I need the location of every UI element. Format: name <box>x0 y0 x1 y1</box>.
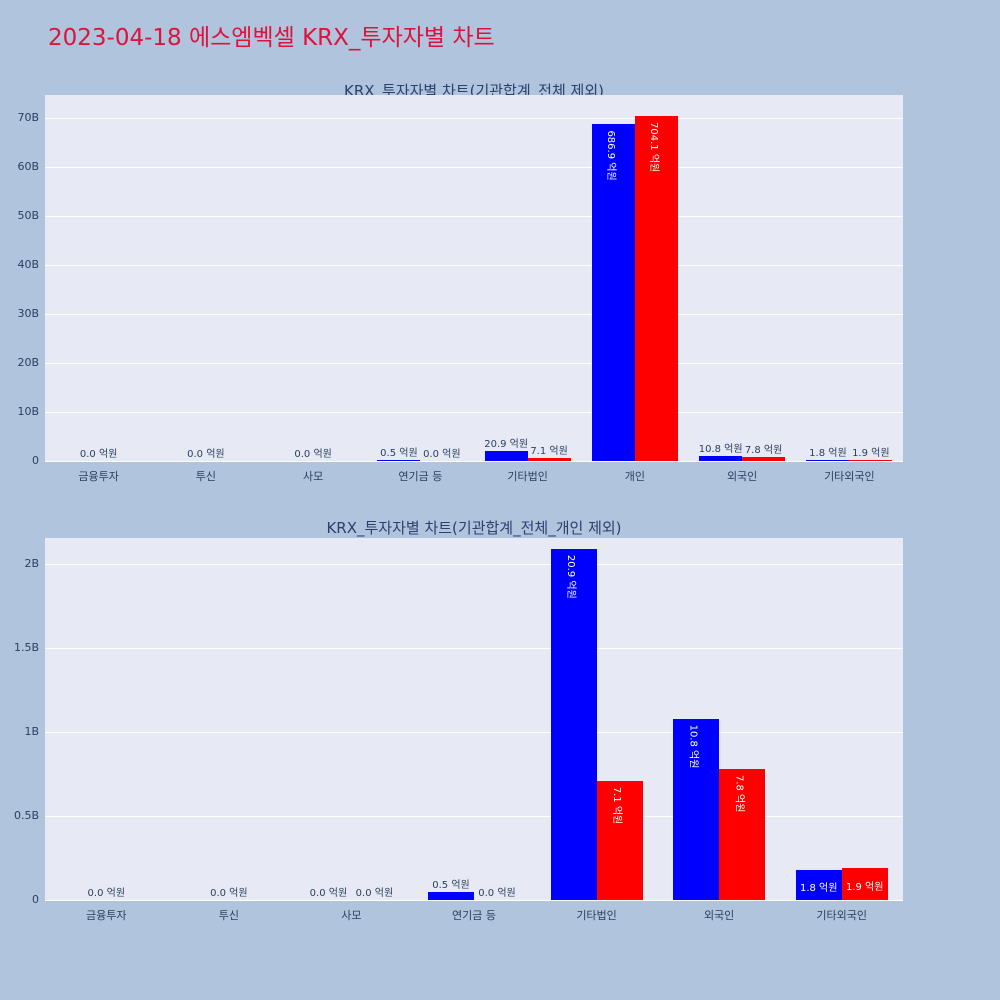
bar-value-label: 0.0 억원 <box>79 449 118 460</box>
x-tick-label: 금융투자 <box>78 470 119 483</box>
bar <box>742 457 786 461</box>
y-tick-label: 1B <box>24 725 39 739</box>
bar-value-label: 0.0 억원 <box>294 449 332 460</box>
gridline <box>45 731 903 733</box>
bar-value-label: 1.8 억원 <box>799 882 838 894</box>
x-tick-label: 투신 <box>195 470 216 483</box>
y-tick-label: 50B <box>17 209 39 223</box>
bar-value-label: 10.8 억원 <box>687 724 699 769</box>
y-tick-label: 2B <box>24 557 39 571</box>
x-tick-label: 기타법인 <box>576 909 617 922</box>
bar-value-label: 20.9 억원 <box>484 438 529 450</box>
bar-value-label: 0.0 억원 <box>423 449 461 460</box>
bar <box>795 869 842 900</box>
y-tick-label: 0.5B <box>13 809 39 822</box>
bar-value-label: 0.0 억원 <box>355 888 394 899</box>
bar-value-label: 7.8 억원 <box>744 445 783 457</box>
x-tick-label: 사모 <box>341 909 362 922</box>
gridline <box>45 460 903 462</box>
bar-value-label: 0.0 억원 <box>478 888 516 899</box>
bar-value-label: 704.1 억원 <box>647 122 659 173</box>
bar-value-label: 20.9 억원 <box>565 554 577 599</box>
gridline <box>45 411 903 413</box>
y-tick-label: 1.5B <box>13 641 39 655</box>
bar-value-label: 10.8 억원 <box>698 443 743 455</box>
x-tick-label: 사모 <box>303 470 324 483</box>
gridline <box>45 264 903 266</box>
x-tick-label: 기타법인 <box>507 470 548 483</box>
bar-value-label: 0.0 억원 <box>87 888 126 899</box>
bar <box>806 460 850 461</box>
bar <box>699 455 743 461</box>
gridline <box>45 166 903 168</box>
page-title: 2023-04-18 에스엠벡셀 KRX_투자자별 차트 <box>48 25 495 51</box>
bar <box>634 116 678 461</box>
x-tick-label: 외국인 <box>726 470 758 483</box>
bar-value-label: 1.9 억원 <box>845 882 884 894</box>
gridline <box>45 362 903 364</box>
x-tick-label: 외국인 <box>703 909 735 922</box>
bar-value-label: 0.5 억원 <box>380 448 418 459</box>
gridline <box>45 563 903 565</box>
bar <box>841 868 888 900</box>
x-tick-label: 연기금 등 <box>451 909 496 922</box>
y-tick-label: 40B <box>17 258 39 272</box>
gridline <box>45 815 903 817</box>
y-tick-label: 70B <box>17 111 39 125</box>
plot-area <box>45 95 903 461</box>
bar <box>484 450 528 461</box>
x-tick-label: 금융투자 <box>86 909 127 922</box>
x-tick-label: 기타외국인 <box>824 470 875 483</box>
bar <box>377 460 421 461</box>
plot-area <box>45 538 903 900</box>
bar-value-label: 1.9 억원 <box>852 448 890 459</box>
bar-value-label: 0.5 억원 <box>432 879 470 891</box>
bar-value-label: 0.0 억원 <box>187 449 225 460</box>
bar <box>596 780 643 900</box>
y-tick-label: 20B <box>17 356 39 369</box>
gridline <box>45 215 903 217</box>
x-tick-label: 투신 <box>218 909 239 922</box>
bar-value-label: 7.1 억원 <box>611 786 623 825</box>
y-tick-label: 30B <box>17 307 39 320</box>
bar-value-label: 0.0 억원 <box>309 888 348 899</box>
gridline <box>45 117 903 119</box>
bar <box>527 457 571 461</box>
x-tick-label: 연기금 등 <box>398 470 443 483</box>
bar-value-label: 7.1 억원 <box>530 445 568 457</box>
bar <box>428 891 474 900</box>
gridline <box>45 899 903 901</box>
bar-value-label: 1.8 억원 <box>809 448 847 459</box>
bar <box>673 718 720 900</box>
gridline <box>45 313 903 315</box>
bar <box>550 548 597 900</box>
gridline <box>45 647 903 649</box>
y-tick-label: 0 <box>32 454 39 467</box>
bar-value-label: 0.0 억원 <box>210 888 248 899</box>
bar-value-label: 686.9 억원 <box>604 130 616 181</box>
y-tick-label: 10B <box>17 405 39 418</box>
y-tick-label: 60B <box>17 160 39 174</box>
y-tick-label: 0 <box>32 893 39 906</box>
x-tick-label: 개인 <box>624 470 645 483</box>
x-tick-label: 기타외국인 <box>816 909 867 922</box>
bar-value-label: 7.8 억원 <box>733 774 745 813</box>
bar <box>849 460 893 461</box>
bar <box>719 768 766 900</box>
bar <box>591 124 635 461</box>
chart-title: KRX_투자자별 차트(기관합계_전체_개인 제외) <box>326 519 622 537</box>
